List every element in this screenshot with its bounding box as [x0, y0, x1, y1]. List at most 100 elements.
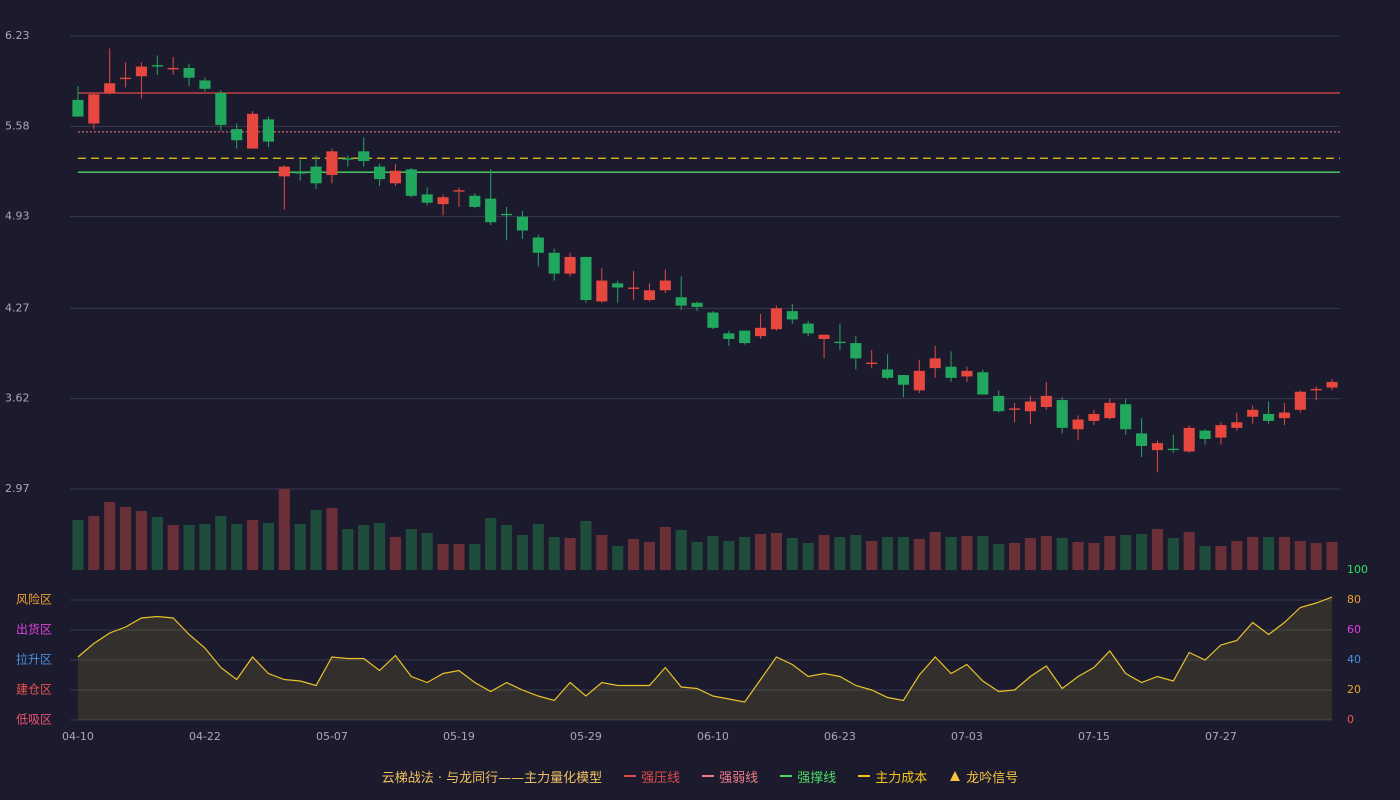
- candle-body: [866, 362, 878, 364]
- volume-bar: [913, 539, 925, 570]
- candle-body: [850, 343, 862, 359]
- candle-body: [786, 311, 798, 320]
- candle-body: [1088, 413, 1100, 421]
- volume-bar: [723, 541, 735, 570]
- candle-body: [326, 151, 338, 175]
- y-tick-label: 60: [1347, 623, 1361, 636]
- volume-bar: [310, 510, 322, 570]
- volume-bar: [1199, 546, 1211, 570]
- volume-bar: [294, 524, 306, 570]
- candle-body: [1183, 427, 1195, 452]
- volume-bar: [72, 520, 84, 570]
- volume-bar: [802, 543, 814, 570]
- candle-body: [628, 287, 640, 289]
- candle-body: [358, 151, 370, 162]
- volume-bar: [977, 536, 989, 570]
- candle-body: [739, 330, 751, 344]
- volume-bar: [199, 524, 211, 570]
- candle-body: [929, 358, 941, 369]
- legend-label: 强弱线: [719, 770, 759, 786]
- zone-label: 建仓区: [16, 683, 52, 697]
- volume-bar: [262, 523, 274, 570]
- x-tick-label: 05-07: [316, 730, 348, 743]
- candle-body: [1104, 402, 1116, 419]
- candle-body: [1199, 430, 1211, 439]
- y-tick-label: 80: [1347, 593, 1361, 606]
- volume-bar: [358, 525, 370, 570]
- candle-body: [1151, 443, 1163, 451]
- volume-bar: [421, 533, 433, 570]
- volume-bar: [151, 517, 163, 570]
- candle-body: [72, 99, 84, 117]
- volume-bar: [405, 529, 417, 570]
- x-tick-label: 07-15: [1078, 730, 1110, 743]
- candle-body: [691, 302, 703, 307]
- volume-bar: [945, 537, 957, 570]
- candle-body: [1215, 425, 1227, 438]
- candle-body: [1231, 422, 1243, 428]
- candle-body: [120, 77, 132, 80]
- legend-swatch: [858, 775, 871, 777]
- area-fill: [77, 597, 1333, 720]
- candle-body: [1247, 409, 1259, 417]
- candle-body: [755, 327, 767, 337]
- volume-bar: [469, 544, 481, 570]
- candle-body: [310, 166, 322, 184]
- volume-bar: [691, 542, 703, 570]
- volume-bar: [834, 537, 846, 570]
- y-tick-label: 2.97: [5, 482, 30, 495]
- volume-bar: [1215, 546, 1227, 570]
- zone-label: 风险区: [16, 592, 52, 607]
- y-tick-label: 20: [1347, 683, 1361, 696]
- legend-item: 龙吟信号: [949, 767, 1018, 786]
- candle-body: [485, 198, 497, 223]
- volume-bar: [818, 535, 830, 570]
- candle-body: [1294, 391, 1306, 410]
- x-tick-label: 04-22: [189, 730, 221, 743]
- volume-bar: [135, 511, 147, 570]
- volume-bar: [104, 502, 116, 570]
- candle-body: [278, 166, 290, 177]
- candle-body: [342, 158, 354, 160]
- volume-bar: [707, 536, 719, 570]
- volume-bar: [1120, 535, 1132, 570]
- volume-bar: [755, 534, 767, 570]
- volume-bar: [882, 537, 894, 570]
- candle-body: [770, 308, 782, 330]
- volume-bar: [564, 538, 576, 570]
- y-tick-label: 3.62: [5, 392, 30, 405]
- volume-bar: [88, 516, 100, 570]
- candle-body: [1024, 401, 1036, 412]
- candle-body: [977, 372, 989, 395]
- volume-bar: [278, 489, 290, 570]
- volume-bar: [628, 539, 640, 570]
- volume-bar: [1024, 538, 1036, 570]
- candle-body: [1326, 382, 1338, 388]
- candle-body: [818, 334, 830, 339]
- y-tick-label: 40: [1347, 653, 1361, 666]
- volume-bar: [659, 527, 671, 570]
- volume-bar: [850, 535, 862, 570]
- volume-bar: [897, 537, 909, 570]
- candle-body: [834, 341, 846, 344]
- volume-bar: [167, 525, 179, 570]
- legend-item: 强压线: [624, 767, 680, 786]
- y-tick-label: 100: [1347, 563, 1368, 576]
- legend-label: 强压线: [641, 770, 681, 786]
- volume-bar: [374, 523, 386, 570]
- zone-label: 低吸区: [16, 713, 52, 727]
- volume-bar: [1040, 536, 1052, 570]
- candle-body: [1310, 388, 1322, 391]
- candle-body: [453, 190, 465, 192]
- candle-body: [262, 119, 274, 142]
- volume-bar: [1072, 542, 1084, 570]
- candle-body: [897, 375, 909, 385]
- candle-body: [548, 252, 560, 274]
- volume-bar: [770, 533, 782, 570]
- y-tick-label: 4.27: [5, 301, 30, 314]
- volume-bar: [1151, 529, 1163, 570]
- candle-body: [215, 92, 227, 125]
- volume-bar: [516, 535, 528, 570]
- volume-bar: [580, 521, 592, 570]
- chart: 2.97 3.62 4.27 4.93 5.58 6.23 0 20 40 60 80 100 风险区出…: [5, 29, 1368, 743]
